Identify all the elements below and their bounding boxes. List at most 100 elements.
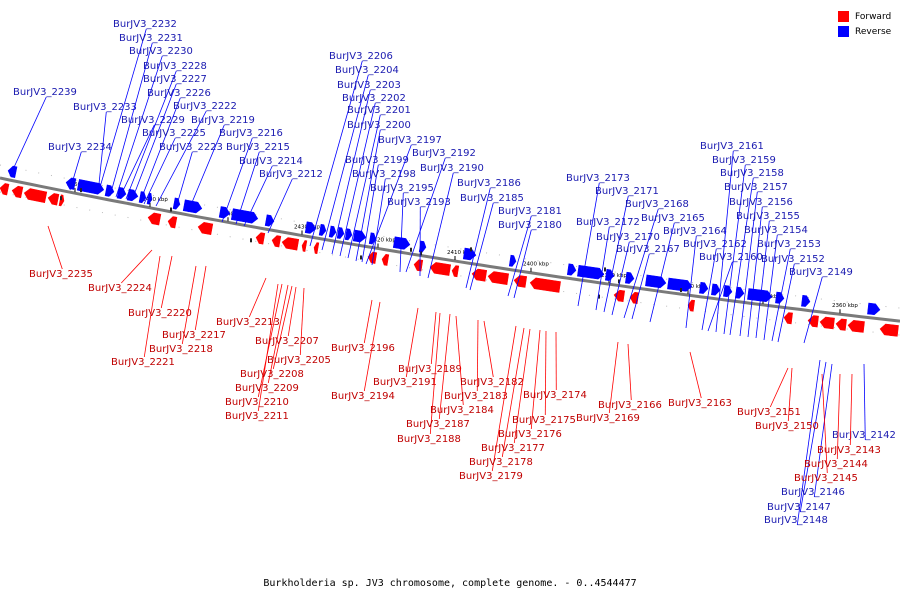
gene-label-burjv3_2148: BurJV3_2148 [764, 515, 828, 526]
legend-forward: Forward [838, 9, 891, 24]
gene-label-burjv3_2184: BurJV3_2184 [430, 405, 494, 416]
gene-label-burjv3_2234: BurJV3_2234 [48, 142, 112, 153]
gene-label-burjv3_2217: BurJV3_2217 [162, 330, 226, 341]
gene-label-burjv3_2160: BurJV3_2160 [699, 252, 763, 263]
kbp-tick-label: 2360 kbp [832, 303, 858, 309]
gene-arrow-rev-35 [775, 291, 785, 304]
gene-label-burjv3_2159: BurJV3_2159 [712, 155, 776, 166]
leader-line-burjv3_2215 [235, 151, 260, 225]
leader-line-burjv3_2153 [771, 248, 791, 342]
feature-mark [170, 207, 172, 212]
gene-label-burjv3_2170: BurJV3_2170 [596, 232, 660, 243]
leader-line-burjv3_2165 [649, 222, 675, 323]
kbp-tick-label: 2380 kbp [680, 284, 706, 290]
gene-label-burjv3_2158: BurJV3_2158 [720, 168, 784, 179]
leader-line-burjv3_2206 [309, 60, 363, 247]
leader-line-burjv3_2179 [491, 325, 517, 472]
leader-line-burjv3_2207 [287, 286, 297, 337]
feature-mark [420, 251, 422, 256]
leader-line-burjv3_2219 [187, 124, 225, 213]
gene-label-burjv3_2146: BurJV3_2146 [781, 487, 845, 498]
leader-line-burjv3_2224 [120, 249, 153, 284]
leader-line-burjv3_2168 [623, 208, 659, 319]
gene-label-burjv3_2210: BurJV3_2210 [225, 397, 289, 408]
gene-label-burjv3_2197: BurJV3_2197 [378, 135, 442, 146]
gene-arrow-fwd-22 [613, 289, 626, 303]
gene-arrow-fwd-9 [271, 235, 282, 248]
feature-mark [598, 294, 600, 299]
leader-line-burjv3_2170 [611, 241, 630, 316]
gene-arrow-fwd-16 [429, 262, 452, 276]
gene-label-burjv3_2196: BurJV3_2196 [331, 343, 395, 354]
leader-line-burjv3_2235 [47, 225, 63, 270]
legend-reverse: Reverse [838, 24, 891, 39]
feature-mark [250, 238, 252, 243]
leader-line-burjv3_2148 [796, 359, 821, 526]
gene-label-burjv3_2145: BurJV3_2145 [794, 473, 858, 484]
leader-line-burjv3_2212 [267, 178, 293, 234]
gene-label-burjv3_2213: BurJV3_2213 [216, 317, 280, 328]
leader-line-burjv3_2220 [160, 255, 173, 309]
gene-arrow-rev-2 [76, 179, 105, 195]
gene-label-burjv3_2156: BurJV3_2156 [729, 197, 793, 208]
leader-line-burjv3_2172 [595, 226, 610, 311]
gene-arrow-rev-17 [344, 228, 353, 241]
leader-line-burjv3_2182 [483, 320, 494, 378]
gene-arrow-fwd-12 [313, 242, 320, 254]
leader-line-burjv3_2216 [221, 137, 253, 223]
gene-label-burjv3_2152: BurJV3_2152 [761, 254, 825, 265]
gene-label-burjv3_2171: BurJV3_2171 [595, 186, 659, 197]
gene-label-burjv3_2193: BurJV3_2193 [387, 197, 451, 208]
gene-arrow-fwd-29 [847, 320, 865, 333]
gene-label-burjv3_2198: BurJV3_2198 [352, 169, 416, 180]
leader-line-burjv3_2177 [513, 328, 531, 444]
leader-line-burjv3_2209 [267, 284, 289, 384]
gene-arrow-rev-31 [711, 283, 721, 296]
gene-arrow-fwd-8 [255, 232, 266, 245]
gene-label-burjv3_2177: BurJV3_2177 [481, 443, 545, 454]
leader-line-burjv3_2144 [836, 373, 841, 460]
gene-arrow-rev-10 [218, 206, 231, 219]
gene-label-burjv3_2161: BurJV3_2161 [700, 141, 764, 152]
leader-line-burjv3_2191 [405, 307, 419, 378]
gene-arrow-rev-16 [336, 227, 345, 239]
gene-label-burjv3_2209: BurJV3_2209 [235, 383, 299, 394]
gene-label-burjv3_2208: BurJV3_2208 [240, 369, 304, 380]
gene-arrow-rev-11 [230, 208, 259, 224]
gene-label-burjv3_2203: BurJV3_2203 [337, 80, 401, 91]
feature-mark [604, 267, 606, 272]
gene-label-burjv3_2182: BurJV3_2182 [460, 377, 524, 388]
leader-line-burjv3_2160 [707, 261, 733, 332]
gene-label-burjv3_2151: BurJV3_2151 [737, 407, 801, 418]
gene-label-burjv3_2142: BurJV3_2142 [832, 430, 896, 441]
gene-label-burjv3_2215: BurJV3_2215 [226, 142, 290, 153]
leader-line-burjv3_2222 [155, 110, 207, 207]
feature-mark [470, 247, 472, 252]
gene-label-burjv3_2233: BurJV3_2233 [73, 102, 137, 113]
gene-arrow-rev-14 [318, 223, 327, 236]
gene-label-burjv3_2176: BurJV3_2176 [498, 429, 562, 440]
leader-line-burjv3_2186 [465, 187, 491, 289]
gene-label-burjv3_2143: BurJV3_2143 [817, 445, 881, 456]
leader-line-burjv3_2221 [143, 255, 161, 358]
kbp-tick-label: 2420 kbp [370, 237, 396, 243]
gene-arrow-fwd-18 [471, 268, 488, 282]
gene-label-burjv3_2218: BurJV3_2218 [149, 344, 213, 355]
legend-reverse-swatch [838, 26, 849, 37]
gene-label-burjv3_2187: BurJV3_2187 [406, 419, 470, 430]
gene-arrow-rev-26 [604, 269, 615, 282]
gene-label-burjv3_2165: BurJV3_2165 [641, 213, 705, 224]
gene-arrow-fwd-4 [58, 194, 65, 207]
gene-label-burjv3_2178: BurJV3_2178 [469, 457, 533, 468]
gene-label-burjv3_2147: BurJV3_2147 [767, 502, 831, 513]
leader-line-burjv3_2183 [476, 319, 479, 392]
gene-arrow-rev-1 [65, 177, 77, 190]
leader-line-burjv3_2147 [799, 361, 827, 513]
gene-label-burjv3_2216: BurJV3_2216 [219, 128, 283, 139]
gene-arrow-rev-9 [182, 199, 203, 214]
gene-label-burjv3_2222: BurJV3_2222 [173, 101, 237, 112]
leader-line-burjv3_2197 [365, 144, 412, 265]
gene-label-burjv3_2211: BurJV3_2211 [225, 411, 289, 422]
leader-line-burjv3_2156 [747, 206, 763, 338]
gene-label-burjv3_2153: BurJV3_2153 [757, 239, 821, 250]
